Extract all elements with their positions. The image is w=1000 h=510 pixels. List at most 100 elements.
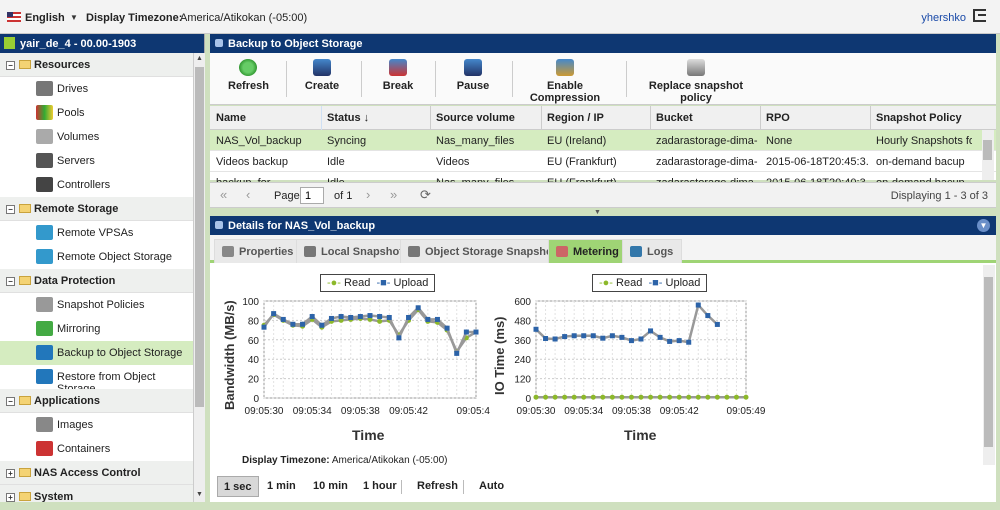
sidebar-item[interactable]: Drives (0, 77, 193, 101)
sidebar-item[interactable]: Restore from Object Storage (0, 365, 193, 395)
collapse-icon[interactable]: ▼ (977, 219, 990, 232)
scroll-down-icon[interactable]: ▼ (196, 491, 203, 498)
grid-scrollbar[interactable] (982, 130, 994, 180)
sidebar-category[interactable]: − Applications (0, 389, 193, 413)
sidebar-item-icon (36, 441, 53, 456)
tab-logs[interactable]: Logs (622, 239, 683, 263)
display-count: Displaying 1 - 3 of 3 (890, 190, 988, 202)
sidebar-item-icon (36, 225, 53, 240)
column-divider[interactable] (541, 106, 542, 130)
splitter-handle[interactable]: ▼ (594, 209, 601, 216)
bandwidth-x-label: Time (352, 427, 385, 443)
expand-collapse-icon[interactable]: − (6, 205, 15, 214)
table-cell: zadarastorage-dima-... (656, 135, 758, 147)
column-header[interactable]: Snapshot Policy (876, 112, 962, 124)
table-row[interactable]: Videos backup Idle Videos EU (Frankfurt) zad… (210, 151, 996, 172)
sidebar-item[interactable]: Remote Object Storage (0, 245, 193, 269)
tab-label: Properties (239, 246, 294, 258)
sidebar-scrollbar[interactable]: ▲ ▼ (193, 53, 205, 502)
column-header[interactable]: Name (216, 112, 246, 124)
expand-collapse-icon[interactable]: − (6, 61, 15, 70)
column-header[interactable]: Source volume (436, 112, 515, 124)
legend-read-marker: -●- (327, 277, 341, 289)
prev-page-icon[interactable]: ‹ (246, 187, 251, 202)
logout-icon[interactable] (973, 9, 986, 22)
sidebar-item[interactable]: Snapshot Policies (0, 293, 193, 317)
expand-collapse-icon[interactable]: − (6, 397, 15, 406)
details-scroll-thumb[interactable] (984, 277, 993, 447)
sidebar-category[interactable]: + NAS Access Control (0, 461, 193, 485)
sidebar-item[interactable]: Backup to Object Storage (0, 341, 193, 365)
folder-icon (19, 396, 31, 405)
create-button[interactable]: Create (304, 59, 340, 92)
legend-iotime: -●- Read -■- Upload (592, 274, 708, 292)
expand-collapse-icon[interactable]: + (6, 469, 15, 478)
next-page-icon[interactable]: › (366, 187, 371, 202)
tab-properties[interactable]: Properties (214, 239, 303, 263)
language-selector[interactable]: English (7, 12, 65, 24)
last-page-icon[interactable]: » (390, 187, 398, 202)
control-divider (401, 480, 402, 494)
y-tick-label: 40 (248, 355, 260, 366)
tab-object-storage-snapshots[interactable]: Object Storage Snapshots (400, 239, 572, 263)
control-10-min[interactable]: 10 min (313, 480, 348, 492)
table-cell: EU (Ireland) (547, 135, 607, 147)
reload-icon[interactable]: ⟳ (420, 187, 431, 202)
legend-read-marker: -●- (599, 277, 613, 289)
page-label: Page (274, 190, 300, 202)
tab-local-snapshots[interactable]: Local Snapshots (296, 239, 419, 263)
sidebar-item[interactable]: Mirroring (0, 317, 193, 341)
refresh-button[interactable]: Refresh (228, 59, 269, 92)
tab-icon (556, 246, 568, 257)
expand-collapse-icon[interactable]: + (6, 493, 15, 502)
control-auto[interactable]: Auto (479, 480, 505, 492)
control-1-sec[interactable]: 1 sec (217, 476, 259, 497)
table-cell: zadarastorage-dima-... (656, 156, 758, 168)
control-refresh[interactable]: Refresh (417, 480, 458, 492)
x-tick-label: 09:05:38 (612, 406, 651, 417)
sidebar-item[interactable]: Pools (0, 101, 193, 125)
sidebar-item[interactable]: Remote VPSAs (0, 221, 193, 245)
break-button[interactable]: Break (382, 59, 414, 92)
sidebar-item[interactable]: Containers (0, 437, 193, 461)
page-input[interactable] (300, 187, 324, 204)
column-header[interactable]: Region / IP (547, 112, 604, 124)
user-link[interactable]: yhershko (921, 12, 966, 24)
grid-scroll-thumb[interactable] (983, 140, 992, 160)
sidebar-category[interactable]: − Remote Storage (0, 197, 193, 221)
sidebar-category[interactable]: + System (0, 485, 193, 502)
column-header[interactable]: RPO (766, 112, 790, 124)
details-scrollbar[interactable] (983, 265, 995, 465)
chevron-down-icon[interactable]: ▼ (70, 13, 78, 22)
data-point-read (724, 394, 730, 400)
control-1-min[interactable]: 1 min (267, 480, 296, 492)
data-point-upload (619, 334, 625, 340)
column-header[interactable]: Bucket (656, 112, 693, 124)
table-row[interactable]: NAS_Vol_backup Syncing Nas_many_files EU (I… (210, 130, 996, 151)
pause-button[interactable]: Pause (456, 59, 490, 92)
sidebar-category[interactable]: − Resources (0, 53, 193, 77)
sidebar-category[interactable]: − Data Protection (0, 269, 193, 293)
sidebar-scroll-thumb[interactable] (195, 67, 204, 407)
toolbar-divider (626, 61, 627, 97)
expand-collapse-icon[interactable]: − (6, 277, 15, 286)
bottom-strip (0, 502, 1000, 510)
sidebar-item[interactable]: Controllers (0, 173, 193, 197)
sidebar-item[interactable]: Images (0, 413, 193, 437)
y-tick-label: 360 (514, 336, 531, 347)
scroll-up-icon[interactable]: ▲ (196, 55, 203, 62)
column-header[interactable]: Status ↓ (327, 112, 370, 124)
column-divider[interactable] (430, 106, 431, 130)
column-divider[interactable] (650, 106, 651, 130)
first-page-icon[interactable]: « (220, 187, 228, 202)
footer-tz-value: America/Atikokan (-05:00) (331, 455, 448, 466)
sidebar-item[interactable]: Servers (0, 149, 193, 173)
column-divider[interactable] (321, 106, 322, 130)
enable-compression-button[interactable]: Enable Compression (519, 59, 611, 104)
control-1-hour[interactable]: 1 hour (363, 480, 397, 492)
sidebar-item[interactable]: Volumes (0, 125, 193, 149)
replace-snapshot-policy-button[interactable]: Replace snapshot policy (641, 59, 751, 104)
column-divider[interactable] (760, 106, 761, 130)
column-divider[interactable] (870, 106, 871, 130)
tab-metering[interactable]: Metering (548, 239, 628, 263)
